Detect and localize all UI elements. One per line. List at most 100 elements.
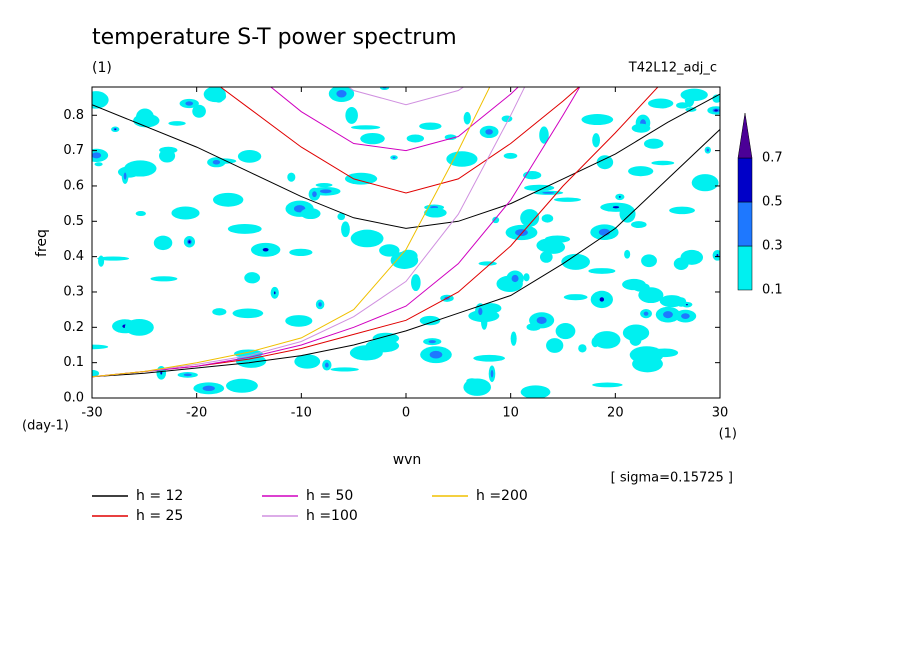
- contour-patch: [643, 311, 649, 316]
- legend-label: h =100: [306, 508, 358, 524]
- contour-patch: [624, 249, 631, 259]
- contour-patch: [712, 249, 720, 261]
- contour-patch: [561, 253, 590, 270]
- contour-patch: [185, 101, 194, 106]
- contour-patch: [638, 287, 664, 304]
- y-tick-label: 0.3: [63, 284, 84, 299]
- contour-patch: [492, 216, 500, 224]
- contour-patch: [212, 192, 244, 207]
- y-unit: (day-1): [22, 419, 69, 434]
- contour-patch: [536, 238, 561, 253]
- y-tick-label: 0.2: [63, 320, 84, 335]
- colorbar-box: [737, 157, 753, 203]
- y-tick-label: 0.0: [63, 391, 84, 406]
- legend-label: h =200: [476, 488, 528, 504]
- x-tick-label: 10: [502, 406, 519, 421]
- colorbar-label: 0.1: [762, 283, 783, 298]
- contour-patch: [515, 229, 528, 236]
- contour-patch: [520, 385, 551, 398]
- contour-patch: [192, 104, 206, 118]
- contour-patch: [523, 273, 530, 282]
- run-label: T42L12_adj_c: [628, 61, 717, 76]
- contour-patch: [273, 291, 276, 295]
- dispersion-curve: [92, 129, 720, 378]
- contour-patch: [159, 149, 176, 163]
- contour-patch: [237, 149, 262, 163]
- contour-patch: [188, 240, 191, 244]
- y-tick-label: 0.8: [63, 108, 84, 123]
- contour-patch: [153, 235, 173, 251]
- colorbar-box: [737, 245, 753, 291]
- contour-patch: [473, 354, 506, 362]
- contour-patch: [212, 308, 227, 316]
- contour-patch: [92, 152, 102, 159]
- contour-patch: [663, 311, 673, 319]
- dispersion-curve: [219, 87, 580, 194]
- contour-patch: [651, 348, 679, 358]
- x-tick-label: -20: [186, 406, 207, 421]
- contour-patch: [262, 248, 269, 252]
- contour-patch: [588, 268, 616, 274]
- y-tick-label: 0.1: [63, 355, 84, 370]
- contour-patch: [546, 338, 564, 353]
- contour-patch: [555, 322, 576, 340]
- contour-patch: [92, 91, 109, 109]
- contour-patch: [344, 172, 378, 185]
- contour-patch: [503, 152, 518, 159]
- contour-patch: [485, 129, 493, 135]
- contour-patch: [98, 255, 105, 267]
- x-tick-label: 20: [607, 406, 624, 421]
- contour-patch: [647, 98, 674, 109]
- contour-patch: [578, 344, 587, 353]
- contour-patch: [336, 89, 347, 98]
- contour-patch: [536, 316, 547, 324]
- contour-patch: [706, 148, 710, 152]
- contour-patch: [631, 123, 651, 133]
- dispersion-curve: [347, 87, 465, 106]
- contour-patch: [681, 313, 690, 319]
- contour-patch: [337, 212, 346, 221]
- colorbar-label: 0.5: [762, 195, 783, 210]
- contour-patch: [319, 189, 332, 194]
- contour-patch: [685, 303, 689, 306]
- contour-patch: [213, 91, 224, 103]
- contour-patch: [135, 210, 146, 217]
- contour-patch: [490, 370, 494, 378]
- contour-patch: [463, 111, 471, 125]
- contour-patch: [97, 256, 130, 261]
- contour-patch: [315, 182, 333, 188]
- contour-patch: [226, 378, 258, 393]
- contour-patch: [428, 340, 436, 344]
- colorbar-box: [737, 201, 753, 247]
- legend-label: h = 25: [136, 508, 183, 524]
- contour-patch: [360, 133, 385, 145]
- contour-patch: [599, 297, 605, 302]
- contour-patch: [411, 274, 421, 292]
- dispersion-curve: [92, 87, 581, 378]
- contour-patch: [350, 229, 384, 248]
- contour-patch: [501, 115, 513, 123]
- contour-patch: [478, 261, 497, 266]
- contour-patch: [244, 272, 261, 284]
- y-tick-label: 0.4: [63, 249, 84, 264]
- contour-patch: [629, 334, 642, 346]
- y-tick-label: 0.5: [63, 214, 84, 229]
- contour-patch: [202, 385, 215, 391]
- dispersion-curve: [92, 93, 720, 229]
- contour-patch: [676, 297, 687, 307]
- contour-patch: [294, 354, 321, 369]
- contour-patch: [232, 308, 264, 319]
- contour-patch: [285, 315, 313, 327]
- contour-patch: [123, 172, 127, 180]
- contour-patch: [539, 251, 553, 263]
- contour-patch: [419, 122, 442, 130]
- contour-patch: [581, 114, 614, 126]
- contour-patch: [171, 206, 200, 220]
- contour-patch: [643, 138, 664, 149]
- x-tick-label: -30: [81, 406, 102, 421]
- contour-patch: [542, 191, 555, 194]
- contour-patch: [673, 257, 689, 270]
- contour-patch: [399, 249, 418, 263]
- contour-patch: [446, 151, 478, 167]
- contour-patch: [593, 331, 621, 349]
